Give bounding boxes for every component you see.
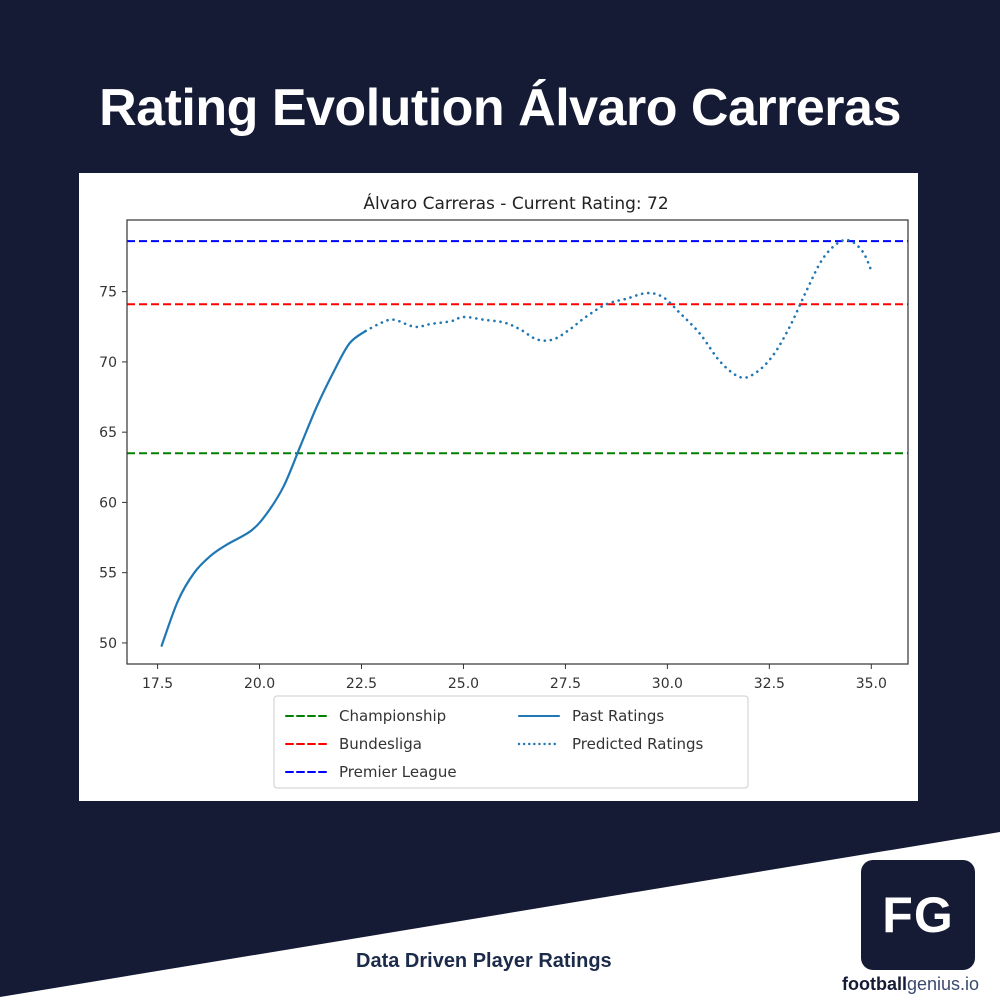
brand-bold: football xyxy=(842,974,907,994)
predicted-ratings-series xyxy=(364,238,873,380)
legend: Championship Bundesliga Premier League Past… xyxy=(273,695,749,789)
axes: 17.5 20.0 22.5 25.0 27.5 30.0 32.5 35.0 50 55 60 65… xyxy=(99,219,909,692)
tagline: Data Driven Player Ratings xyxy=(356,950,612,972)
y-tick-label: 60 xyxy=(99,495,117,511)
y-tick-label: 55 xyxy=(99,566,117,582)
page-title: Rating Evolution Álvaro Carreras xyxy=(99,79,901,137)
x-tick-label: 27.5 xyxy=(550,676,581,692)
x-tick-label: 20.0 xyxy=(244,676,275,692)
x-tick-label: 22.5 xyxy=(346,676,377,692)
brand-light: genius.io xyxy=(907,974,980,994)
y-tick-label: 50 xyxy=(99,636,117,652)
y-tick-label: 70 xyxy=(99,355,117,371)
chart-title: Álvaro Carreras - Current Rating: 72 xyxy=(363,192,668,214)
x-tick-label: 35.0 xyxy=(856,676,887,692)
chart-card: Álvaro Carreras - Current Rating: 72 17.… xyxy=(79,173,918,801)
legend-item-label: Past Ratings xyxy=(572,707,664,725)
logo-badge[interactable]: FG xyxy=(861,860,975,970)
brand-link[interactable]: footballgenius.io xyxy=(842,974,979,995)
legend-item-label: Predicted Ratings xyxy=(572,735,704,753)
past-ratings-series xyxy=(160,329,367,647)
x-tick-label: 25.0 xyxy=(448,676,479,692)
legend-item-label: Championship xyxy=(339,707,446,725)
plot-area xyxy=(127,238,908,647)
rating-line-chart: Álvaro Carreras - Current Rating: 72 17.… xyxy=(99,192,909,789)
legend-item-label: Bundesliga xyxy=(339,735,422,753)
y-tick-label: 65 xyxy=(99,425,117,441)
x-tick-label: 32.5 xyxy=(754,676,785,692)
y-tick-label: 75 xyxy=(99,285,117,301)
logo-text: FG xyxy=(882,887,954,943)
legend-item-label: Premier League xyxy=(339,763,457,781)
x-tick-label: 30.0 xyxy=(652,676,683,692)
x-tick-label: 17.5 xyxy=(142,676,173,692)
